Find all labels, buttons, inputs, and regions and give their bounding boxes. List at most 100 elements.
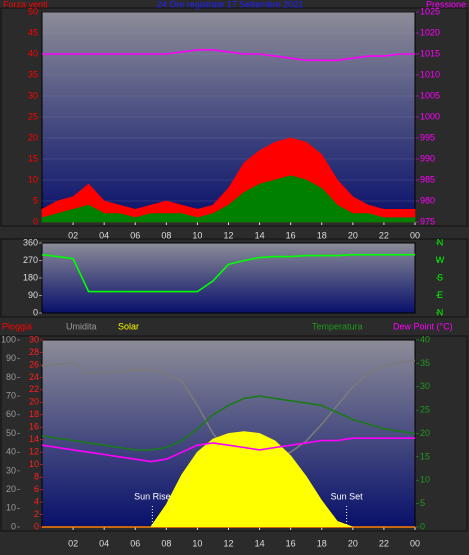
line xyxy=(41,253,415,293)
x-tick-label: 04 xyxy=(99,230,109,240)
x-tick-label: 08 xyxy=(161,538,171,548)
y2-tick-label: 30 xyxy=(420,381,430,391)
legend-entry: Pressione xyxy=(426,0,466,9)
chart-title: 24 Ore registrate 17 Settembre 2021 xyxy=(157,0,304,9)
y2-tick-label: 985 xyxy=(420,174,435,184)
y3-tick-label: 24 xyxy=(29,372,39,382)
x-tick-label: 06 xyxy=(130,538,140,548)
y2-tick-label: 5 xyxy=(420,498,425,508)
x-tick-label: 16 xyxy=(286,538,296,548)
y3-tick-label: 6 xyxy=(34,484,39,494)
y-tick-label: 360 xyxy=(23,237,38,247)
y-tick-label: 90 xyxy=(28,290,38,300)
y-tick-label: 5 xyxy=(33,195,38,205)
x-tick-label: 20 xyxy=(348,230,358,240)
line xyxy=(41,395,416,451)
area xyxy=(42,431,415,528)
x-tick-label: 22 xyxy=(379,538,389,548)
y-tick-label: 40 xyxy=(6,447,16,457)
y-tick-label: 15 xyxy=(28,153,38,163)
x-tick-label: 04 xyxy=(99,538,109,548)
y2-tick-label: 995 xyxy=(420,132,435,142)
y-tick-label: 180 xyxy=(23,272,38,282)
y3-tick-label: 28 xyxy=(29,347,39,357)
line xyxy=(42,49,415,62)
y-tick-label: 20 xyxy=(28,132,38,142)
x-tick-label: 02 xyxy=(68,538,78,548)
y2-tick-label: 15 xyxy=(420,451,430,461)
y-tick-label: 80 xyxy=(6,372,16,382)
y2-tick-label: 20 xyxy=(420,428,430,438)
y2-tick-label: 980 xyxy=(420,195,435,205)
y-tick-label: 30 xyxy=(28,90,38,100)
y3-tick-label: 12 xyxy=(29,447,39,457)
y-tick-label: 0 xyxy=(33,307,38,317)
y-tick-label: 60 xyxy=(6,409,16,419)
y2-tick-label: N xyxy=(437,237,444,247)
x-tick-label: 08 xyxy=(161,230,171,240)
y2-tick-label: 35 xyxy=(420,358,430,368)
y3-tick-label: 18 xyxy=(29,409,39,419)
legend-entry: Solar xyxy=(118,321,139,331)
x-tick-label: 10 xyxy=(192,230,202,240)
y2-tick-label: 1010 xyxy=(420,69,440,79)
y2-tick-label: 975 xyxy=(420,216,435,226)
y3-tick-label: 4 xyxy=(34,496,39,506)
annotation: Sun Set xyxy=(331,491,364,501)
y-tick-label: 35 xyxy=(28,69,38,79)
y-tick-label: 50 xyxy=(28,6,38,16)
x-tick-label: 14 xyxy=(255,230,265,240)
x-tick-label: 02 xyxy=(68,230,78,240)
panel-frame xyxy=(0,238,468,318)
y-tick-label: 270 xyxy=(23,255,38,265)
line xyxy=(41,437,415,463)
axis-label: Forza venti xyxy=(3,0,48,9)
y-tick-label: 40 xyxy=(28,48,38,58)
y2-tick-label: 0 xyxy=(420,521,425,531)
y2-tick-label: S xyxy=(437,272,443,282)
x-tick-label: 12 xyxy=(223,230,233,240)
x-tick-label: 18 xyxy=(317,230,327,240)
y-tick-label: 20 xyxy=(6,484,16,494)
y3-tick-label: 0 xyxy=(34,521,39,531)
y-tick-label: 10 xyxy=(28,174,38,184)
y-tick-label: 90 xyxy=(6,353,16,363)
y2-tick-label: N xyxy=(437,307,444,317)
x-tick-label: 20 xyxy=(348,538,358,548)
y2-tick-label: 1005 xyxy=(420,90,440,100)
x-tick-label: 18 xyxy=(317,538,327,548)
y3-tick-label: 26 xyxy=(29,359,39,369)
y-tick-label: 100 xyxy=(1,334,16,344)
y2-tick-label: 990 xyxy=(420,153,435,163)
legend-entry: Dew Point (°C) xyxy=(393,321,453,331)
x-tick-label: 06 xyxy=(130,230,140,240)
x-tick-label: 00 xyxy=(410,538,420,548)
y3-tick-label: 30 xyxy=(29,334,39,344)
panel-frame xyxy=(0,335,468,532)
y-tick-label: 50 xyxy=(6,428,16,438)
x-tick-label: 14 xyxy=(255,538,265,548)
y2-tick-label: 1025 xyxy=(420,6,440,16)
panel-frame xyxy=(0,7,468,227)
y-tick-label: 70 xyxy=(6,390,16,400)
x-tick-label: 16 xyxy=(286,230,296,240)
y3-tick-label: 2 xyxy=(34,509,39,519)
y-tick-label: 45 xyxy=(28,27,38,37)
x-tick-label: 12 xyxy=(223,538,233,548)
y-tick-label: 30 xyxy=(6,465,16,475)
y-tick-label: 25 xyxy=(28,111,38,121)
y2-tick-label: 1000 xyxy=(420,111,440,121)
y3-tick-label: 8 xyxy=(34,472,39,482)
y2-tick-label: 25 xyxy=(420,405,430,415)
y2-tick-label: W xyxy=(436,255,445,265)
y-tick-label: 10 xyxy=(6,503,16,513)
y2-tick-label: 40 xyxy=(420,334,430,344)
y2-tick-label: 1015 xyxy=(420,48,440,58)
plot-area xyxy=(41,11,416,223)
x-tick-label: 10 xyxy=(192,538,202,548)
legend-entry: Temperatura xyxy=(312,321,363,331)
y2-tick-label: 1020 xyxy=(420,27,440,37)
plot-area xyxy=(41,242,416,314)
